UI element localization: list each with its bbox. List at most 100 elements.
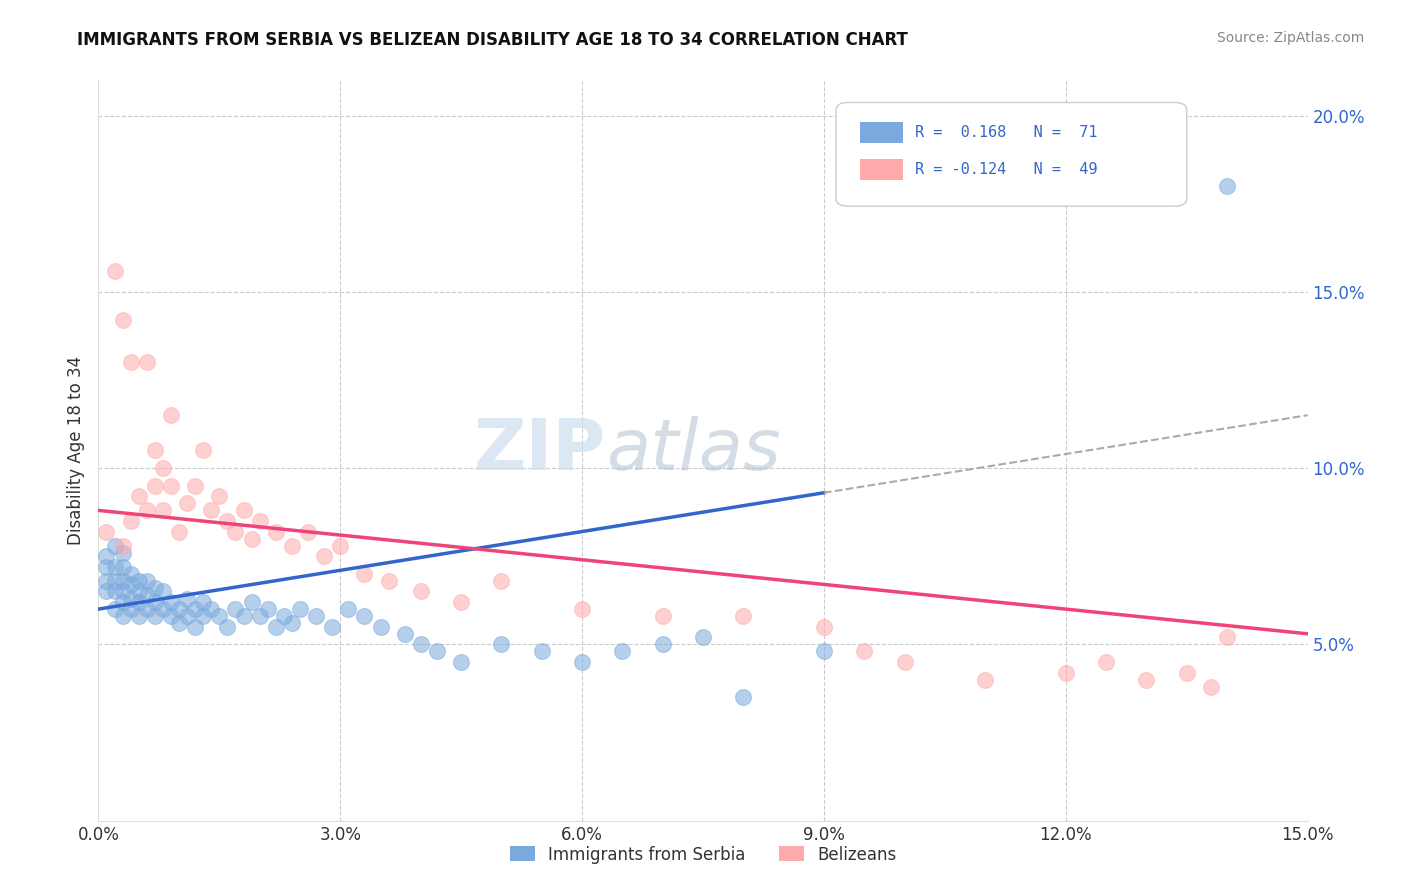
Point xyxy=(152,461,174,475)
Point xyxy=(232,503,254,517)
Point xyxy=(152,503,174,517)
Point xyxy=(152,602,174,616)
Point xyxy=(160,408,183,422)
Point xyxy=(135,355,157,369)
Point xyxy=(651,609,673,624)
Point xyxy=(281,539,304,553)
Point xyxy=(176,591,198,606)
Point xyxy=(193,609,215,624)
Point xyxy=(160,609,183,624)
Point xyxy=(232,609,254,624)
Point xyxy=(193,443,215,458)
Point xyxy=(152,584,174,599)
Y-axis label: Disability Age 18 to 34: Disability Age 18 to 34 xyxy=(66,356,84,545)
Point xyxy=(1216,179,1239,194)
Point xyxy=(143,595,166,609)
Point xyxy=(394,627,416,641)
Point xyxy=(143,581,166,595)
Point xyxy=(103,263,125,277)
Point xyxy=(128,595,150,609)
Point xyxy=(530,644,553,658)
Point xyxy=(111,609,134,624)
Point xyxy=(288,602,311,616)
Point xyxy=(160,479,183,493)
Point xyxy=(571,655,593,669)
Point xyxy=(813,644,835,658)
Point xyxy=(111,313,134,327)
Point xyxy=(128,584,150,599)
Point xyxy=(1095,655,1118,669)
Point xyxy=(612,644,634,658)
Point xyxy=(96,574,118,588)
Point xyxy=(337,602,360,616)
Point xyxy=(120,355,142,369)
Point xyxy=(167,524,190,539)
Point xyxy=(217,514,239,528)
Point xyxy=(103,539,125,553)
Point xyxy=(184,620,207,634)
Point xyxy=(450,595,472,609)
Point xyxy=(491,637,513,651)
Point xyxy=(96,584,118,599)
Point xyxy=(103,574,125,588)
Point xyxy=(103,584,125,599)
Point xyxy=(120,566,142,581)
Point xyxy=(167,616,190,631)
Point xyxy=(224,524,246,539)
Point xyxy=(329,539,352,553)
Point xyxy=(264,524,287,539)
Point xyxy=(111,574,134,588)
Point xyxy=(111,595,134,609)
Point xyxy=(96,524,118,539)
Point xyxy=(273,609,295,624)
Point xyxy=(305,609,328,624)
Point xyxy=(377,574,399,588)
Point xyxy=(353,609,375,624)
Text: IMMIGRANTS FROM SERBIA VS BELIZEAN DISABILITY AGE 18 TO 34 CORRELATION CHART: IMMIGRANTS FROM SERBIA VS BELIZEAN DISAB… xyxy=(77,31,908,49)
Point xyxy=(224,602,246,616)
Point xyxy=(651,637,673,651)
Text: R =  0.168   N =  71: R = 0.168 N = 71 xyxy=(915,125,1097,140)
Point xyxy=(120,602,142,616)
Point xyxy=(571,602,593,616)
Point xyxy=(128,609,150,624)
Point xyxy=(128,489,150,503)
Text: ZIP: ZIP xyxy=(474,416,606,485)
Point xyxy=(256,602,278,616)
Point xyxy=(135,602,157,616)
Point xyxy=(96,549,118,564)
Point xyxy=(491,574,513,588)
Point xyxy=(96,559,118,574)
Legend: Immigrants from Serbia, Belizeans: Immigrants from Serbia, Belizeans xyxy=(503,839,903,871)
Point xyxy=(1135,673,1157,687)
Point xyxy=(409,584,432,599)
Point xyxy=(135,588,157,602)
Point xyxy=(281,616,304,631)
Point xyxy=(370,620,392,634)
Point xyxy=(111,539,134,553)
Point xyxy=(167,602,190,616)
Point xyxy=(409,637,432,651)
Text: R = -0.124   N =  49: R = -0.124 N = 49 xyxy=(915,161,1097,177)
Point xyxy=(111,546,134,560)
Point xyxy=(264,620,287,634)
Point xyxy=(450,655,472,669)
Point xyxy=(103,602,125,616)
Point xyxy=(111,584,134,599)
Point xyxy=(974,673,997,687)
Text: atlas: atlas xyxy=(606,416,780,485)
Point xyxy=(111,559,134,574)
Point xyxy=(1199,680,1222,694)
Point xyxy=(217,620,239,634)
Point xyxy=(184,479,207,493)
Point xyxy=(120,514,142,528)
Point xyxy=(321,620,343,634)
Point xyxy=(160,595,183,609)
Point xyxy=(893,655,915,669)
Point xyxy=(733,690,755,705)
Point xyxy=(692,630,714,644)
Point xyxy=(200,602,222,616)
Point xyxy=(314,549,336,564)
Point xyxy=(176,496,198,510)
Point xyxy=(143,609,166,624)
